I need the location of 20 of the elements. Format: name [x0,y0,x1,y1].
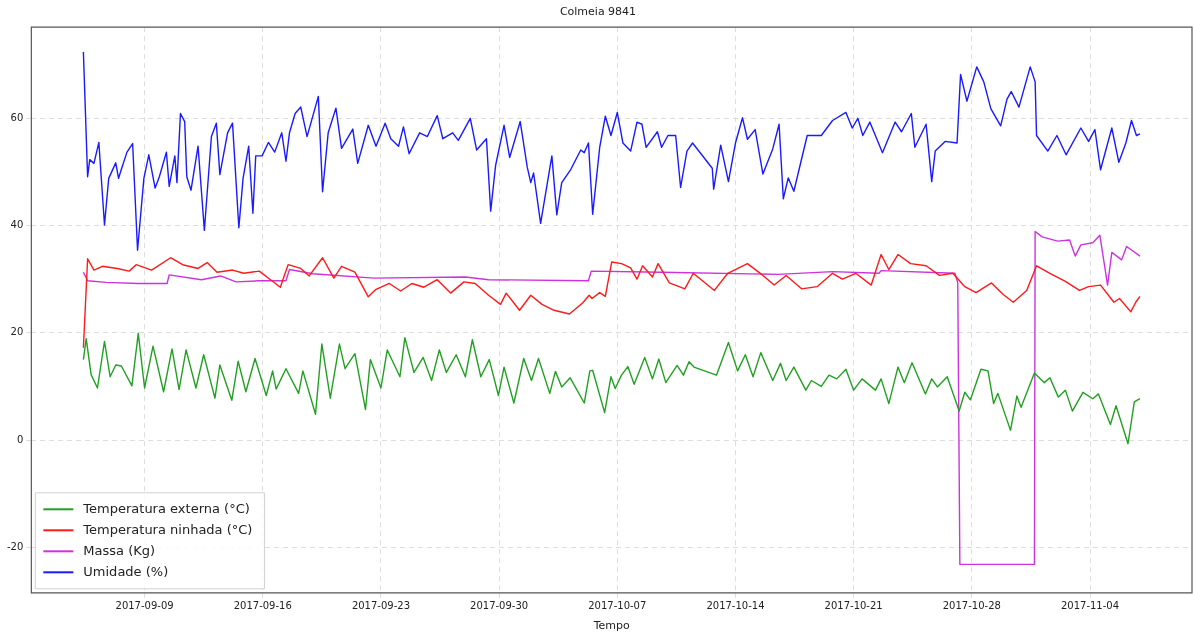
x-tick-label: 2017-10-07 [588,600,647,612]
legend-label: Temperatura externa (°C) [82,500,250,516]
y-tick-label: 40 [10,219,24,231]
y-tick-label: 0 [16,433,24,445]
x-tick-label: 2017-09-30 [470,600,529,612]
y-tick-label: -20 [6,540,24,552]
x-tick-label: 2017-09-16 [233,600,292,612]
x-tick-label: 2017-11-04 [1060,600,1120,612]
x-tick-label: 2017-10-28 [942,600,1001,612]
x-tick-label: 2017-09-09 [115,600,174,612]
chart-title: Colmeia 9841 [559,5,637,19]
x-tick-label: 2017-10-14 [706,600,765,612]
legend-label: Massa (Kg) [83,542,156,558]
x-tick-label: 2017-10-21 [824,600,883,612]
x-tick-label: 2017-09-23 [351,600,410,612]
x-axis-title: Tempo [592,619,630,633]
y-tick-label: 60 [10,111,24,123]
y-tick-label: 20 [10,326,24,338]
legend-label: Temperatura ninhada (°C) [82,521,253,537]
legend-label: Umidade (%) [83,563,169,579]
